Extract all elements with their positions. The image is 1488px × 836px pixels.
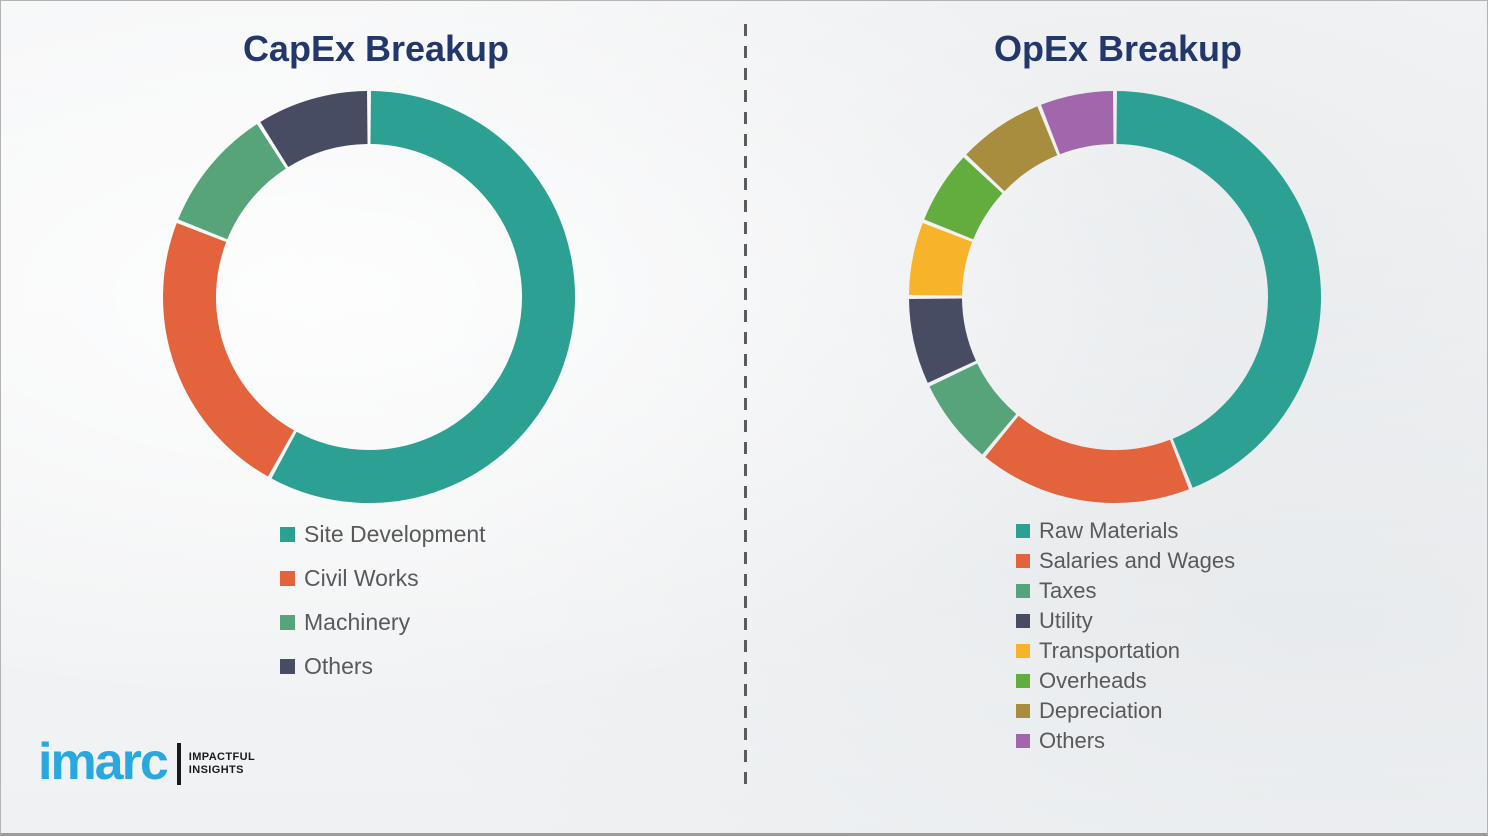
legend-swatch-machinery [280, 614, 295, 630]
legend-swatch-taxes [1016, 584, 1030, 598]
logo-tagline-line2: INSIGHTS [188, 764, 244, 776]
donut-segment-others [1041, 91, 1115, 155]
capex-legend: Site Development Civil Works Machinery Othe… [280, 512, 486, 688]
divider-dashed-line [744, 24, 747, 790]
logo-divider-bar [176, 743, 181, 785]
legend-label: Depreciation [1039, 698, 1163, 723]
legend-swatch-overheads [1016, 674, 1030, 688]
donut-segment-civil-works [163, 223, 295, 477]
legend-item-utility: Utility [1016, 606, 1235, 636]
legend-item-taxes: Taxes [1016, 576, 1235, 606]
legend-label: Taxes [1039, 578, 1097, 603]
opex-legend: Raw Materials Salaries and Wages Taxes Util… [1016, 516, 1235, 756]
legend-item-others: Others [280, 644, 486, 688]
donut-segment-taxes [929, 362, 1017, 455]
legend-item-machinery: Machinery [280, 600, 486, 644]
legend-label: Others [304, 652, 374, 679]
legend-label: Overheads [1039, 668, 1147, 693]
imarc-logo-text: imarc [38, 733, 169, 791]
legend-item-transportation: Transportation [1016, 636, 1235, 666]
legend-label: Utility [1039, 608, 1093, 633]
legend-item-civil-works: Civil Works [280, 556, 486, 600]
legend-swatch-others [1016, 734, 1030, 748]
legend-swatch-depreciation [1016, 704, 1030, 718]
opex-donut-chart [909, 91, 1321, 503]
donut-segment-site-development [271, 91, 575, 503]
capex-donut-chart [163, 91, 575, 503]
imarc-logo: imarc IMPACTFUL INSIGHTS [38, 736, 255, 788]
legend-item-salaries-and-wages: Salaries and Wages [1016, 546, 1235, 576]
legend-label: Raw Materials [1039, 518, 1179, 543]
donut-segment-raw-materials [1116, 91, 1321, 488]
legend-item-site-development: Site Development [280, 512, 486, 556]
legend-label: Salaries and Wages [1039, 548, 1236, 573]
donut-segment-salaries-and-wages [985, 415, 1189, 503]
legend-swatch-raw-materials [1016, 524, 1030, 538]
legend-item-depreciation: Depreciation [1016, 696, 1235, 726]
donut-segment-overheads [924, 157, 1003, 240]
donut-segment-depreciation [966, 106, 1058, 192]
legend-label: Machinery [304, 608, 411, 635]
donut-segment-transportation [909, 223, 973, 297]
donut-segment-others [260, 91, 369, 168]
opex-chart-title: OpEx Breakup [993, 28, 1243, 69]
logo-tagline-line1: IMPACTFUL [188, 751, 256, 763]
legend-swatch-transportation [1016, 644, 1030, 658]
legend-swatch-others [280, 658, 295, 674]
legend-label: Transportation [1039, 638, 1181, 663]
legend-item-overheads: Overheads [1016, 666, 1235, 696]
donut-segment-machinery [178, 124, 287, 240]
legend-swatch-utility [1016, 614, 1030, 628]
legend-swatch-salaries-and-wages [1016, 554, 1030, 568]
legend-item-raw-materials: Raw Materials [1016, 516, 1235, 546]
legend-swatch-site-development [280, 526, 295, 542]
legend-label: Others [1039, 728, 1106, 753]
legend-label: Civil Works [304, 564, 419, 591]
logo-tagline: IMPACTFUL INSIGHTS [189, 751, 255, 777]
donut-segment-utility [909, 297, 977, 383]
legend-label: Site Development [304, 520, 486, 547]
legend-swatch-civil-works [280, 570, 295, 586]
legend-item-others: Others [1016, 726, 1235, 756]
capex-chart-title: CapEx Breakup [242, 28, 510, 69]
